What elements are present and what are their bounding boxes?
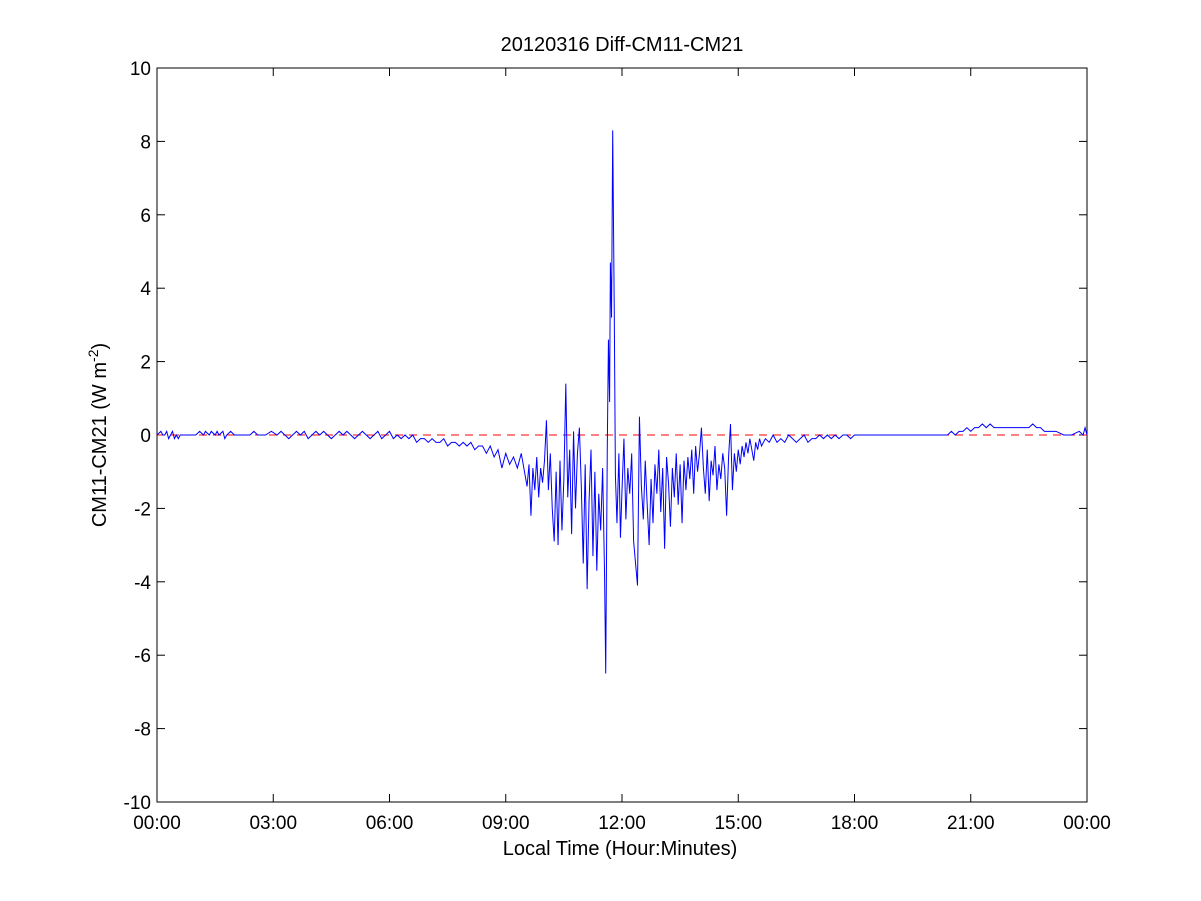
y-tick-label: -2 bbox=[134, 499, 151, 520]
y-tick-label: -6 bbox=[134, 646, 151, 667]
diff-series-line bbox=[156, 130, 1088, 674]
y-axis-label-exponent: -2 bbox=[85, 349, 101, 362]
x-tick-label: 18:00 bbox=[831, 813, 879, 834]
y-tick-label: 0 bbox=[140, 426, 151, 447]
x-tick-label: 06:00 bbox=[366, 813, 414, 834]
y-tick-label: -4 bbox=[134, 573, 151, 594]
x-tick-label: 00:00 bbox=[1063, 813, 1111, 834]
y-tick-label: 10 bbox=[130, 59, 151, 80]
y-axis-ticks: 10 8 6 4 2 0 -2 -4 -6 -8 -10 bbox=[124, 59, 1087, 814]
y-tick-label: 6 bbox=[140, 206, 151, 227]
y-axis-label-close: ) bbox=[89, 343, 111, 350]
chart-title: 20120316 Diff-CM11-CM21 bbox=[501, 34, 744, 56]
x-tick-label: 15:00 bbox=[714, 813, 762, 834]
x-tick-label: 00:00 bbox=[133, 813, 181, 834]
y-tick-label: -8 bbox=[134, 720, 151, 741]
y-tick-label: 8 bbox=[140, 132, 151, 153]
x-tick-label: 12:00 bbox=[598, 813, 646, 834]
y-axis-label: CM11-CM21 (W m-2) bbox=[85, 343, 111, 527]
x-tick-label: 21:00 bbox=[947, 813, 995, 834]
y-tick-label: -10 bbox=[124, 793, 151, 814]
y-tick-label: 2 bbox=[140, 353, 151, 374]
x-tick-label: 09:00 bbox=[482, 813, 530, 834]
x-tick-label: 03:00 bbox=[249, 813, 297, 834]
x-axis-ticks: 00:00 03:00 06:00 09:00 12:00 15:00 18:00 21:00… bbox=[133, 68, 1111, 834]
y-tick-label: 4 bbox=[140, 279, 151, 300]
y-axis-label-main: CM11-CM21 (W m bbox=[89, 362, 111, 527]
x-axis-label: Local Time (Hour:Minutes) bbox=[503, 838, 738, 860]
